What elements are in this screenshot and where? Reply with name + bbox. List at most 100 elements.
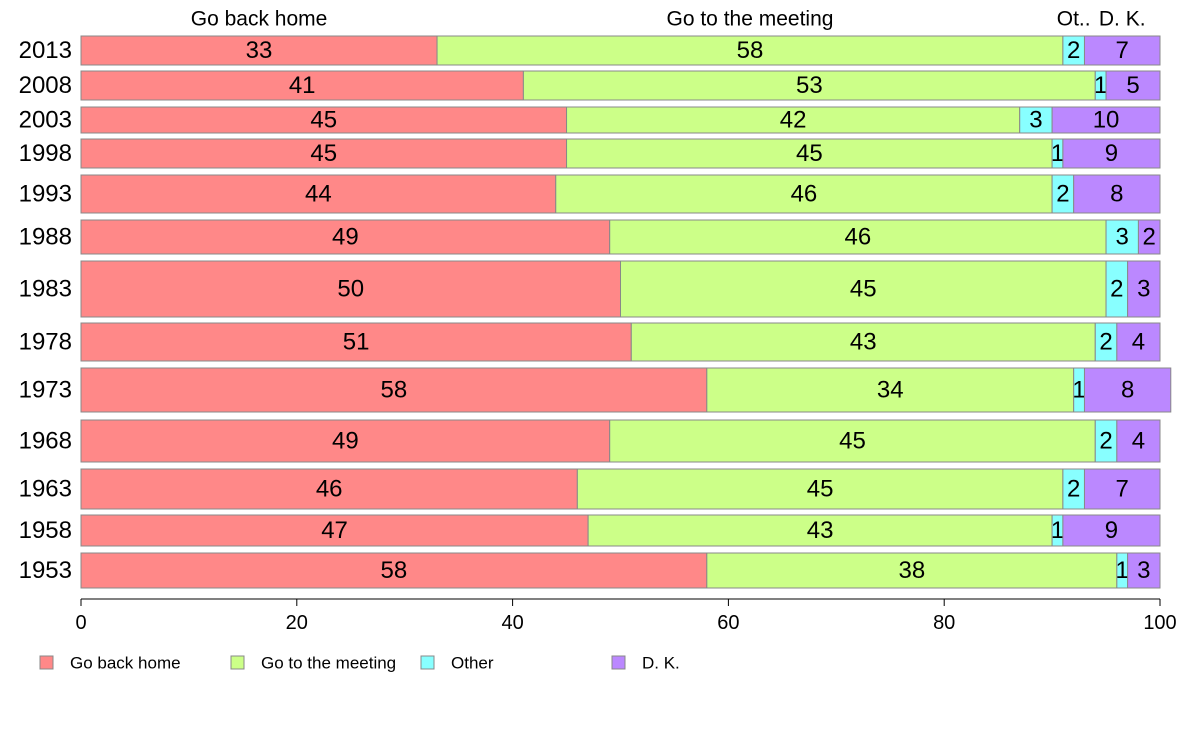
legend: Go back home Go to the meeting Other D. K.: [39, 654, 680, 673]
bar-segment: [522, 70, 1096, 101]
data-label: 46: [845, 224, 872, 251]
data-label: 58: [381, 377, 408, 404]
x-tick-label: 100: [1143, 612, 1176, 634]
data-label: 38: [898, 557, 925, 584]
data-label: 53: [796, 72, 823, 99]
data-label: 3: [1137, 276, 1150, 303]
bar-segment: [1105, 219, 1139, 255]
year-label: 1998: [19, 140, 72, 167]
legend-label: Go back home: [70, 654, 181, 673]
data-label: 2: [1143, 224, 1156, 251]
bar-segment: [80, 419, 611, 463]
bar-segment: [609, 419, 1096, 463]
data-label: 5: [1126, 72, 1139, 99]
legend-label: D. K.: [642, 654, 680, 673]
bar-segment: [80, 260, 621, 318]
year-label: 2003: [19, 107, 72, 134]
data-label: 45: [839, 428, 866, 455]
data-label: 7: [1116, 37, 1129, 64]
bar-segment: [436, 35, 1064, 66]
bar-segment: [566, 138, 1053, 169]
bar-segment: [80, 35, 438, 66]
data-label: 4: [1132, 428, 1145, 455]
year-label: 1973: [19, 377, 72, 404]
column-header: Go back home: [191, 8, 328, 31]
data-label: 3: [1137, 557, 1150, 584]
bar-segment: [80, 70, 524, 101]
bar-segment: [587, 514, 1053, 547]
data-label: 50: [337, 276, 364, 303]
bar-segment: [80, 219, 611, 255]
data-label: 7: [1116, 476, 1129, 503]
data-label: 1: [1051, 517, 1064, 544]
bar-segment: [1127, 260, 1161, 318]
data-label: 45: [850, 276, 877, 303]
x-tick-label: 20: [286, 612, 308, 634]
data-label: 2: [1067, 476, 1080, 503]
bar-segment: [80, 106, 568, 134]
x-tick-label: 80: [933, 612, 955, 634]
data-label: 44: [305, 181, 332, 208]
year-label: 1953: [19, 557, 72, 584]
legend-label: Go to the meeting: [261, 654, 396, 673]
x-axis: 0 20 40 60 80 100: [75, 598, 1177, 634]
bar-segment: [80, 468, 578, 510]
bar-segment: [555, 174, 1053, 214]
data-label: 58: [737, 37, 764, 64]
bar-segment: [1105, 70, 1161, 101]
x-tick-label: 0: [75, 612, 86, 634]
bar-segment: [630, 322, 1096, 362]
data-label: 41: [289, 72, 316, 99]
data-label: 1: [1094, 72, 1107, 99]
year-label: 1958: [19, 517, 72, 544]
bar-segment: [80, 138, 568, 169]
data-label: 3: [1116, 224, 1129, 251]
data-label: 2: [1067, 37, 1080, 64]
column-header: Go to the meeting: [667, 8, 834, 31]
data-label: 43: [807, 517, 834, 544]
bar-segment: [1137, 219, 1161, 255]
year-label: 1988: [19, 224, 72, 251]
bar-segment: [609, 219, 1107, 255]
data-label: 2: [1110, 276, 1123, 303]
x-tick-label: 60: [717, 612, 739, 634]
year-label: 1968: [19, 428, 72, 455]
data-label: 58: [381, 557, 408, 584]
data-label: 1: [1051, 140, 1064, 167]
bar-segment: [1062, 514, 1161, 547]
legend-swatch: [39, 655, 54, 670]
data-label: 45: [310, 107, 337, 134]
year-label: 2008: [19, 72, 72, 99]
data-label: 46: [316, 476, 343, 503]
data-label: 2: [1099, 428, 1112, 455]
year-label: 2013: [19, 37, 72, 64]
legend-swatch: [611, 655, 626, 670]
data-label: 1: [1116, 557, 1129, 584]
column-headers: Go back home Go to the meeting Ot.. D. K.: [191, 8, 1146, 31]
data-label: 34: [877, 377, 904, 404]
bar-segment: [80, 174, 557, 214]
column-header: Ot..: [1057, 8, 1091, 31]
year-label: 1993: [19, 181, 72, 208]
bar-segment: [1051, 106, 1161, 134]
data-label: 2: [1056, 181, 1069, 208]
year-label: 1983: [19, 276, 72, 303]
data-label: 2: [1099, 329, 1112, 356]
data-label: 49: [332, 224, 359, 251]
data-label: 9: [1105, 140, 1118, 167]
data-label: 3: [1029, 107, 1042, 134]
bar-segment: [706, 367, 1075, 413]
year-label: 1978: [19, 329, 72, 356]
bar-segment: [1062, 138, 1161, 169]
data-label: 51: [343, 329, 370, 356]
bar-segment: [1116, 322, 1161, 362]
data-label: 42: [780, 107, 807, 134]
legend-label: Other: [451, 654, 494, 673]
data-label: 47: [321, 517, 348, 544]
data-label: 10: [1093, 107, 1120, 134]
data-label: 9: [1105, 517, 1118, 544]
data-label: 8: [1110, 181, 1123, 208]
data-label: 46: [791, 181, 818, 208]
